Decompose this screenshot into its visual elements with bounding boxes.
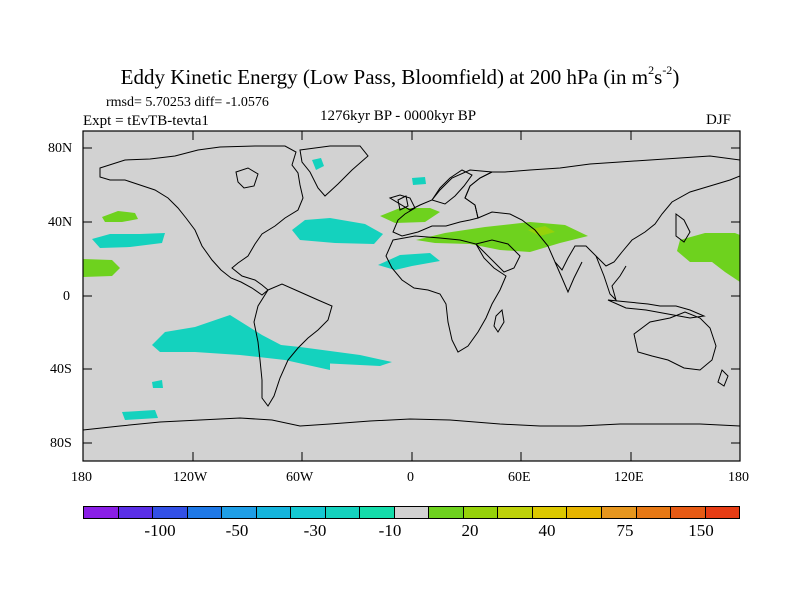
- colorbar-swatch: [636, 507, 672, 518]
- colorbar: [83, 506, 740, 519]
- coast-arabia: [475, 239, 521, 273]
- colorbar-label: 150: [688, 521, 714, 540]
- colorbar-swatch: [532, 507, 568, 518]
- colorbar-swatch: [394, 507, 430, 518]
- coast-british-isles: [397, 195, 409, 211]
- colorbar-label: -100: [144, 521, 176, 540]
- colorbar-swatch: [601, 507, 637, 518]
- x-tick-label: 120E: [614, 470, 644, 485]
- region-ne-pacific: [92, 233, 165, 248]
- colorbar-label: -30: [303, 521, 327, 540]
- y-tick-label: 40S: [50, 362, 72, 377]
- colorbar-swatch: [256, 507, 292, 518]
- region-central-n-pacific: [102, 211, 138, 222]
- y-tick-label: 0: [63, 289, 70, 304]
- colorbar-swatch: [222, 507, 257, 518]
- x-tick-label: 0: [407, 470, 414, 485]
- coast-southeast-asia: [595, 255, 627, 302]
- colorbar-swatch: [671, 507, 706, 518]
- region-subtropical-atlantic: [378, 253, 440, 270]
- plot-title: Eddy Kinetic Energy (Low Pass, Bloomfiel…: [0, 58, 800, 89]
- tick-marks: [83, 131, 740, 461]
- colorbar-swatch: [118, 507, 154, 518]
- map-background: [83, 131, 740, 461]
- region-nw-pacific: [677, 233, 740, 282]
- x-tick-label: 180: [71, 470, 92, 485]
- region-greenland: [312, 158, 324, 170]
- colorbar-swatch: [325, 507, 361, 518]
- colorbar-label: 40: [538, 521, 556, 540]
- colorbar-swatch: [360, 507, 395, 518]
- coast-indonesia: [607, 299, 706, 319]
- season-label: DJF: [706, 112, 732, 128]
- coast-antarctica: [83, 417, 740, 431]
- coast-north-america: [99, 145, 304, 296]
- coast-japan: [675, 213, 691, 243]
- colorbar-swatch: [567, 507, 602, 518]
- colorbar-swatch: [429, 507, 464, 518]
- coast-madagascar: [493, 308, 505, 333]
- coast-scandinavia: [431, 169, 473, 205]
- coast-india-bay: [554, 261, 583, 294]
- coastlines: [83, 145, 740, 431]
- title-unit-s: s: [654, 65, 663, 89]
- region-europe: [380, 208, 440, 223]
- region-middle-east-core: [528, 226, 555, 236]
- colorbar-label: -10: [378, 521, 402, 540]
- colorbar-swatch: [187, 507, 223, 518]
- colorbar-label: 20: [461, 521, 479, 540]
- x-tick-label: 60W: [286, 470, 314, 485]
- region-south-atlantic: [262, 343, 392, 366]
- x-tick-label: 120W: [173, 470, 208, 485]
- coast-australia: [633, 311, 717, 371]
- colorbar-swatch: [463, 507, 499, 518]
- period-label: 1276kyr BP - 0000kyr BP: [320, 108, 477, 124]
- coast-south-america: [253, 283, 333, 407]
- coast-africa: [385, 235, 507, 353]
- coast-europe: [388, 169, 494, 237]
- title-close: ): [672, 65, 680, 89]
- coast-asia: [464, 155, 740, 271]
- region-hawaii-band: [83, 259, 120, 277]
- colorbar-label: -50: [225, 521, 249, 540]
- region-south-pacific-small: [152, 380, 163, 388]
- title-exp1: 2: [648, 63, 655, 77]
- rmsd-diff-label: rmsd= 5.70253 diff= -1.0576: [106, 95, 269, 110]
- y-tick-label: 40N: [48, 215, 73, 230]
- colorbar-swatch: [84, 507, 119, 518]
- region-north-atlantic-small: [412, 177, 426, 185]
- coast-hudson-bay: [235, 167, 259, 189]
- y-tick-label: 80S: [50, 436, 72, 451]
- experiment-label: Expt = tEvTB-tevta1: [83, 113, 209, 129]
- y-tick-label: 80N: [48, 141, 73, 156]
- region-southern-ocean: [122, 410, 158, 420]
- x-tick-label: 60E: [508, 470, 531, 485]
- x-tick-label: 180: [728, 470, 749, 485]
- title-exp2: -2: [662, 63, 673, 77]
- colorbar-swatch: [498, 507, 533, 518]
- colorbar-label: 75: [616, 521, 634, 540]
- coast-greenland: [299, 145, 369, 197]
- coast-new-zealand: [717, 369, 729, 387]
- colorbar-swatch: [153, 507, 188, 518]
- colorbar-swatch: [291, 507, 326, 518]
- title-text: Eddy Kinetic Energy (Low Pass, Bloomfiel…: [120, 65, 649, 89]
- region-north-atlantic: [292, 218, 383, 244]
- colorbar-swatch: [705, 507, 740, 518]
